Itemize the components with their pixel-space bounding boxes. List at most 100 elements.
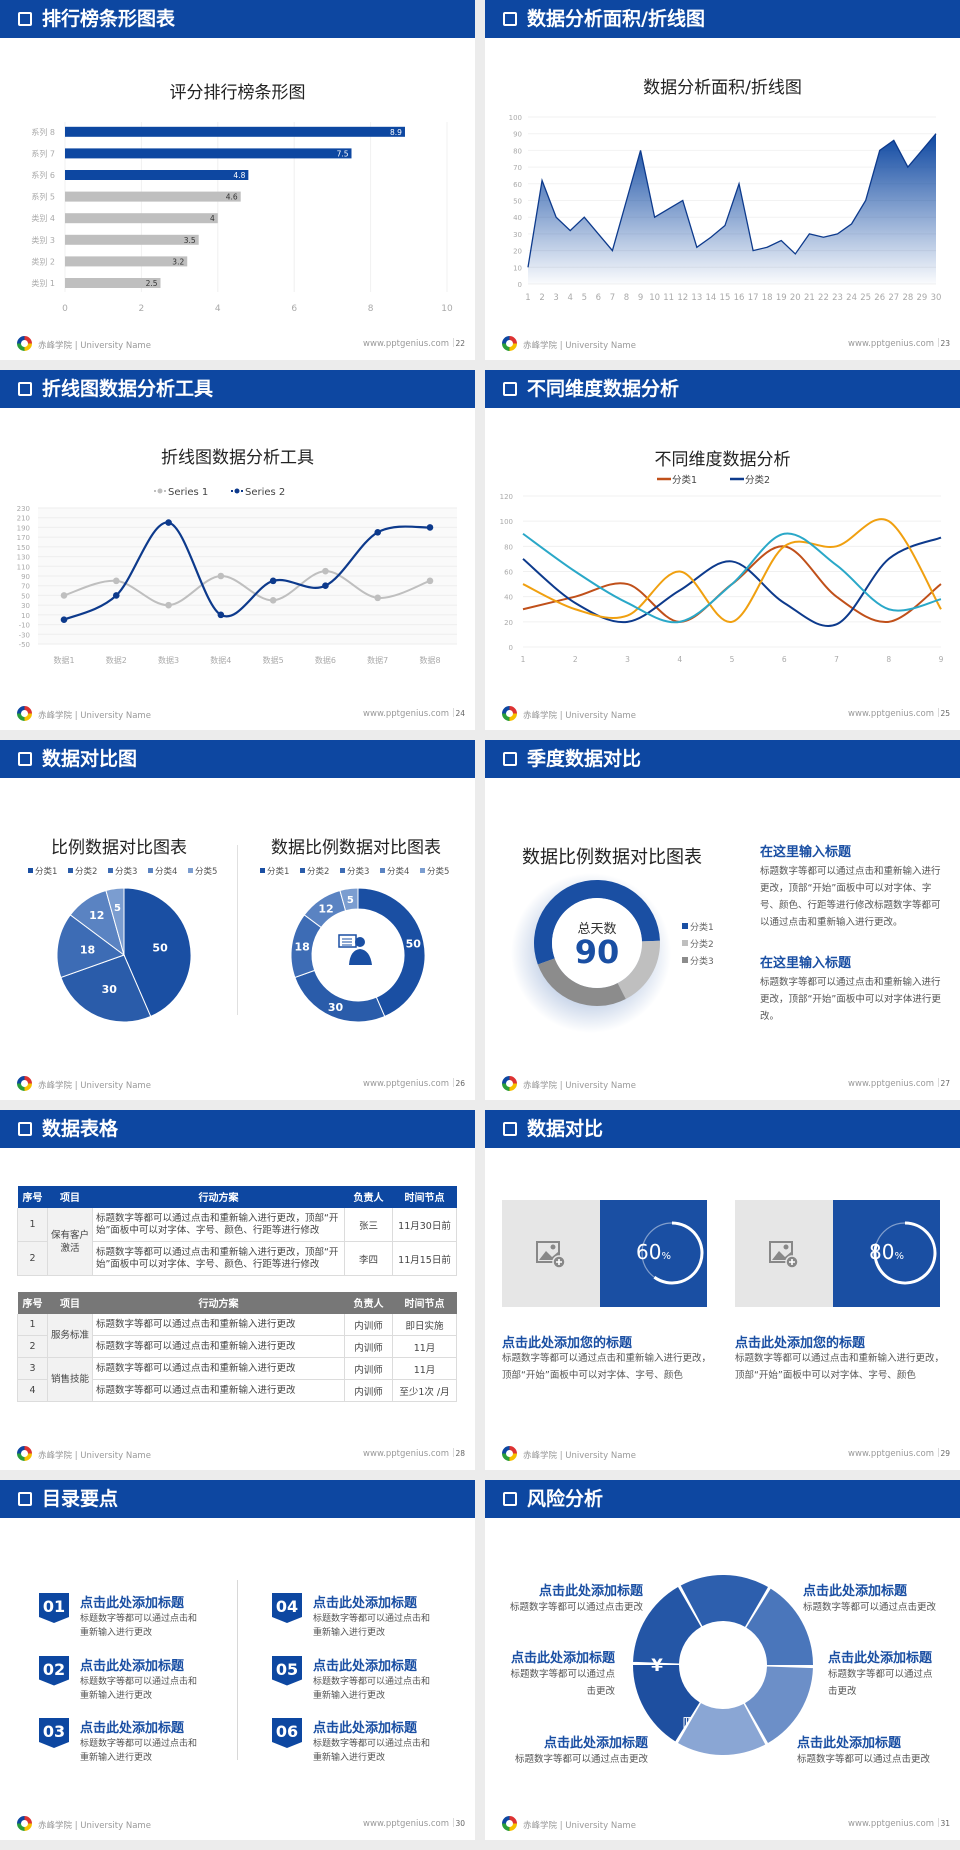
donut-slice <box>534 880 660 965</box>
page-number: 30 <box>455 1819 465 1828</box>
toc-heading[interactable]: 点击此处添加标题 <box>313 1596 418 1611</box>
checkbox-square-icon <box>503 382 517 396</box>
risk-heading[interactable]: 点击此处添加标题 <box>797 1736 902 1751</box>
school-name: 赤峰学院 | University Name <box>523 341 636 351</box>
category-label: 系列 6 <box>31 170 55 180</box>
risk-heading[interactable]: 点击此处添加标题 <box>543 1736 648 1751</box>
school-name: 赤峰学院 | University Name <box>38 1081 151 1091</box>
legend-marker <box>157 488 163 494</box>
risk-heading[interactable]: 点击此处添加标题 <box>828 1651 933 1666</box>
separator: | <box>452 338 455 348</box>
bar <box>65 278 161 288</box>
area-fill <box>528 133 936 284</box>
bar <box>65 234 199 245</box>
toc-text: 标题数字等都可以通过点击和重新输入进行更改 <box>80 1614 198 1638</box>
add-image-icon[interactable] <box>735 1200 833 1307</box>
data-point <box>426 524 434 531</box>
page-number: 22 <box>455 339 465 348</box>
risk-heading[interactable]: 点击此处添加标题 <box>510 1651 615 1666</box>
checkbox-square-icon <box>18 1492 32 1506</box>
x-tick-label: 6 <box>782 655 787 664</box>
data-point <box>426 577 434 585</box>
card-heading[interactable]: 点击此处添加您的标题 <box>735 1336 866 1351</box>
website-link[interactable]: www.pptgenius.com <box>848 1079 934 1089</box>
website-link[interactable]: www.pptgenius.com <box>848 709 934 719</box>
page-number: 26 <box>455 1079 465 1088</box>
legend-swatch <box>108 868 113 873</box>
cell-plan: 标题数字等都可以通过点击和重新输入进行更改 <box>92 1335 345 1358</box>
risk-heading[interactable]: 点击此处添加标题 <box>538 1584 643 1599</box>
legend-swatch <box>682 957 688 963</box>
cell-time: 11月30日前 <box>392 1207 457 1242</box>
toc-text: 标题数字等都可以通过点击和重新输入进行更改 <box>313 1676 431 1701</box>
cell-owner: 张三 <box>344 1207 393 1242</box>
school-logo <box>17 1076 32 1091</box>
cell-item: 服务标准 <box>47 1313 93 1358</box>
y-tick-label: 50 <box>513 198 522 206</box>
card-heading[interactable]: 点击此处添加您的标题 <box>502 1336 633 1351</box>
image-placeholder[interactable] <box>735 1200 833 1307</box>
toc-heading[interactable]: 点击此处添加标题 <box>80 1658 185 1674</box>
data-point <box>165 519 172 526</box>
website-link[interactable]: www.pptgenius.com <box>363 1079 449 1089</box>
data-label: 4.8 <box>233 171 245 180</box>
toc-heading[interactable]: 点击此处添加标题 <box>313 1721 418 1736</box>
legend-label: 分类5 <box>195 866 217 877</box>
cell-no: 1 <box>17 1207 48 1242</box>
slice-label: 50 <box>152 942 168 955</box>
slide-header: 折线图数据分析工具 <box>0 370 475 408</box>
website-link[interactable]: www.pptgenius.com <box>363 339 449 349</box>
slice-label: 30 <box>102 983 118 996</box>
y-tick-label: 170 <box>17 534 30 542</box>
data-point <box>322 582 329 590</box>
x-tick-label: 数据4 <box>210 655 231 665</box>
y-tick-label: 210 <box>17 515 30 523</box>
line-chart: -50-30-101030507090110130150170190210230… <box>17 487 457 665</box>
toc-heading[interactable]: 点击此处添加标题 <box>80 1721 185 1736</box>
progress-ring <box>641 1221 704 1285</box>
school-logo <box>502 706 517 721</box>
x-tick-label: 10 <box>649 293 660 303</box>
website-link[interactable]: www.pptgenius.com <box>848 1819 934 1829</box>
slide-title: 数据分析面积/折线图 <box>527 8 705 30</box>
school-name: 赤峰学院 | University Name <box>38 711 151 721</box>
toc-heading[interactable]: 点击此处添加标题 <box>80 1596 185 1611</box>
website-link[interactable]: www.pptgenius.com <box>363 709 449 719</box>
image-placeholder[interactable] <box>502 1200 600 1307</box>
cell-owner: 李四 <box>344 1241 393 1276</box>
website-link[interactable]: www.pptgenius.com <box>363 1449 449 1459</box>
slide-header: 数据对比图 <box>0 740 475 778</box>
slide-data-compare: 60% 点击此处添加您的标题 标题数字等都可以通过点击和重新输入进行更改，顶部“… <box>485 1110 960 1470</box>
series-line <box>522 518 942 623</box>
x-tick-label: 28 <box>902 293 913 303</box>
checkbox-square-icon <box>18 12 32 26</box>
data-label: 3.5 <box>184 236 196 245</box>
school-name: 赤峰学院 | University Name <box>38 341 151 351</box>
legend-label: 分类3 <box>347 866 369 877</box>
toc-text: 标题数字等都可以通过点击和重新输入进行更改 <box>80 1739 198 1763</box>
website-link[interactable]: www.pptgenius.com <box>848 339 934 349</box>
data-point <box>374 528 382 536</box>
divider <box>237 845 238 1015</box>
add-image-icon[interactable] <box>502 1200 600 1307</box>
checkbox-square-icon <box>503 12 517 26</box>
risk-text: 标题数字等都可以通过点击更改 <box>514 1754 648 1765</box>
x-tick-label: 5 <box>582 293 587 303</box>
risk-text: 标题数字等都可以通过点击更改 <box>797 1754 931 1765</box>
data-point <box>112 577 120 585</box>
slide-title: 数据对比图 <box>42 748 138 770</box>
legend-swatch <box>260 868 265 873</box>
y-tick-label: 80 <box>504 543 513 551</box>
legend-label: 分类3 <box>690 955 714 967</box>
website-link[interactable]: www.pptgenius.com <box>848 1449 934 1459</box>
website-link[interactable]: www.pptgenius.com <box>363 1819 449 1829</box>
table-row: 2 标题数字等都可以通过点击和重新输入进行更改，顶部“开始”面板中可以对字体、字… <box>17 1241 457 1276</box>
slide-title: 折线图数据分析工具 <box>42 378 214 400</box>
slide-title: 排行榜条形图表 <box>42 8 176 30</box>
risk-heading[interactable]: 点击此处添加标题 <box>803 1584 908 1599</box>
center-value: 90 <box>575 933 620 971</box>
legend-label: 分类3 <box>115 866 137 877</box>
bar <box>65 170 249 180</box>
x-tick-label: 2 <box>539 293 544 303</box>
toc-heading[interactable]: 点击此处添加标题 <box>313 1658 418 1674</box>
